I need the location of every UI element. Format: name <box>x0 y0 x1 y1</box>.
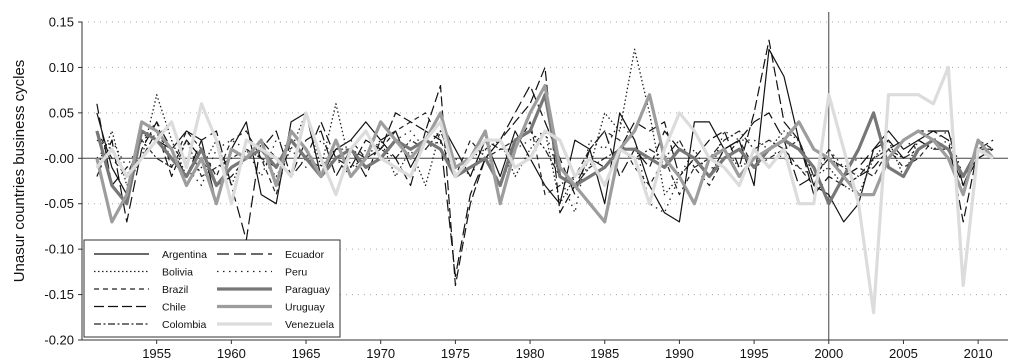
y-tick-label: -0.10 <box>44 242 74 257</box>
x-tick-label: 2010 <box>964 346 993 361</box>
legend: Argentina Bolivia Brazil Chile Colombia Ecuad… <box>83 239 341 338</box>
legend-label-ecuador: Ecuador <box>285 249 325 261</box>
legend-label-peru: Peru <box>285 267 307 279</box>
y-tick-label: -0.20 <box>44 333 74 348</box>
y-tick-label: -0.05 <box>44 196 74 211</box>
legend-label-bolivia: Bolivia <box>162 267 193 279</box>
y-tick-label: -0.00 <box>44 151 74 166</box>
legend-label-argentina: Argentina <box>162 249 207 261</box>
y-tick-label: 0.05 <box>49 105 74 120</box>
y-tick-label: 0.15 <box>49 15 74 30</box>
x-tick-label: 2000 <box>814 346 843 361</box>
x-tick-label: 1970 <box>366 346 395 361</box>
y-tick-label: 0.10 <box>49 60 74 75</box>
legend-label-chile: Chile <box>162 302 186 314</box>
x-tick-label: 1955 <box>142 346 171 361</box>
x-tick-label: 1960 <box>217 346 246 361</box>
x-tick-label: 1965 <box>292 346 321 361</box>
series-line-brazil <box>96 112 994 196</box>
legend-label-venezuela: Venezuela <box>285 319 334 331</box>
legend-label-paraguay: Paraguay <box>285 284 331 296</box>
series-line-argentina <box>96 48 994 223</box>
x-tick-labels: 1955 1960 1965 1970 1975 1980 1985 1990 1995 2000… <box>142 340 993 361</box>
x-tick-label: 1990 <box>665 346 694 361</box>
series-line-venezuela <box>95 65 994 315</box>
y-axis-label: Unasur countries business cycles <box>11 60 28 283</box>
y-tick-labels: 0.15 0.10 0.05 -0.00 -0.05 -0.10 -0.15 -0.20 <box>44 15 82 348</box>
x-tick-label: 1985 <box>590 346 619 361</box>
x-tick-label: 1980 <box>516 346 545 361</box>
legend-box <box>83 239 341 338</box>
x-tick-label: 1975 <box>441 346 470 361</box>
x-tick-label: 2005 <box>889 346 918 361</box>
legend-label-brazil: Brazil <box>162 284 188 296</box>
series-line-uruguay <box>95 83 995 224</box>
legend-label-uruguay: Uruguay <box>285 302 325 314</box>
y-tick-label: -0.15 <box>44 287 74 302</box>
legend-label-colombia: Colombia <box>162 319 207 331</box>
x-tick-label: 1995 <box>740 346 769 361</box>
